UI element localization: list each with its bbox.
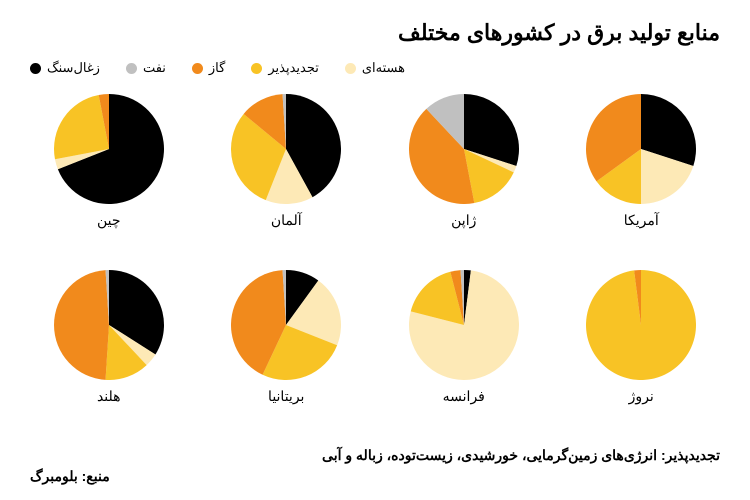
country-label: ژاپن xyxy=(451,212,476,229)
source-text: منبع: بلومبرگ xyxy=(30,468,720,485)
legend-label-coal: زغال‌سنگ xyxy=(47,60,100,76)
chart-title: منابع تولید برق در کشورهای مختلف xyxy=(30,20,720,46)
pie-chart xyxy=(54,270,164,380)
pie-chart xyxy=(409,270,519,380)
country-cell: آمریکا xyxy=(563,94,721,260)
country-cell: آلمان xyxy=(208,94,366,260)
country-label: چین xyxy=(97,212,121,229)
country-label: هلند xyxy=(97,388,121,405)
legend: زغال‌سنگ نفت گاز تجدیدپذیر هسته‌ای xyxy=(30,60,720,76)
legend-item-gas: گاز xyxy=(192,60,225,76)
legend-label-renewable: تجدیدپذیر xyxy=(268,60,319,76)
legend-item-coal: زغال‌سنگ xyxy=(30,60,100,76)
legend-label-oil: نفت xyxy=(143,60,166,76)
pie-chart xyxy=(231,94,341,204)
pie-chart xyxy=(409,94,519,204)
country-cell: نروژ xyxy=(563,270,721,436)
legend-label-nuclear: هسته‌ای xyxy=(362,60,405,76)
country-label: آمریکا xyxy=(624,212,659,229)
pie-grid: آمریکا ژاپن آلمان چین نروژ فرانسه بریتانیا هلند xyxy=(30,94,720,435)
country-cell: هلند xyxy=(30,270,188,436)
legend-swatch-coal xyxy=(30,63,41,74)
legend-swatch-nuclear xyxy=(345,63,356,74)
chart-container: منابع تولید برق در کشورهای مختلف زغال‌سن… xyxy=(0,0,750,500)
legend-swatch-renewable xyxy=(251,63,262,74)
pie-chart xyxy=(586,94,696,204)
legend-swatch-gas xyxy=(192,63,203,74)
legend-label-gas: گاز xyxy=(209,60,225,76)
country-label: بریتانیا xyxy=(268,388,304,405)
country-label: فرانسه xyxy=(443,388,485,405)
footnote-text: تجدیدپذیر: انرژی‌های زمین‌گرمایی، خورشید… xyxy=(30,447,720,464)
pie-slice-gas xyxy=(54,270,109,380)
legend-item-oil: نفت xyxy=(126,60,166,76)
country-label: آلمان xyxy=(271,212,302,229)
legend-item-renewable: تجدیدپذیر xyxy=(251,60,319,76)
legend-item-nuclear: هسته‌ای xyxy=(345,60,405,76)
country-cell: بریتانیا xyxy=(208,270,366,436)
country-cell: فرانسه xyxy=(385,270,543,436)
country-cell: ژاپن xyxy=(385,94,543,260)
pie-chart xyxy=(231,270,341,380)
country-label: نروژ xyxy=(629,388,654,405)
legend-swatch-oil xyxy=(126,63,137,74)
pie-chart xyxy=(54,94,164,204)
pie-chart xyxy=(586,270,696,380)
country-cell: چین xyxy=(30,94,188,260)
